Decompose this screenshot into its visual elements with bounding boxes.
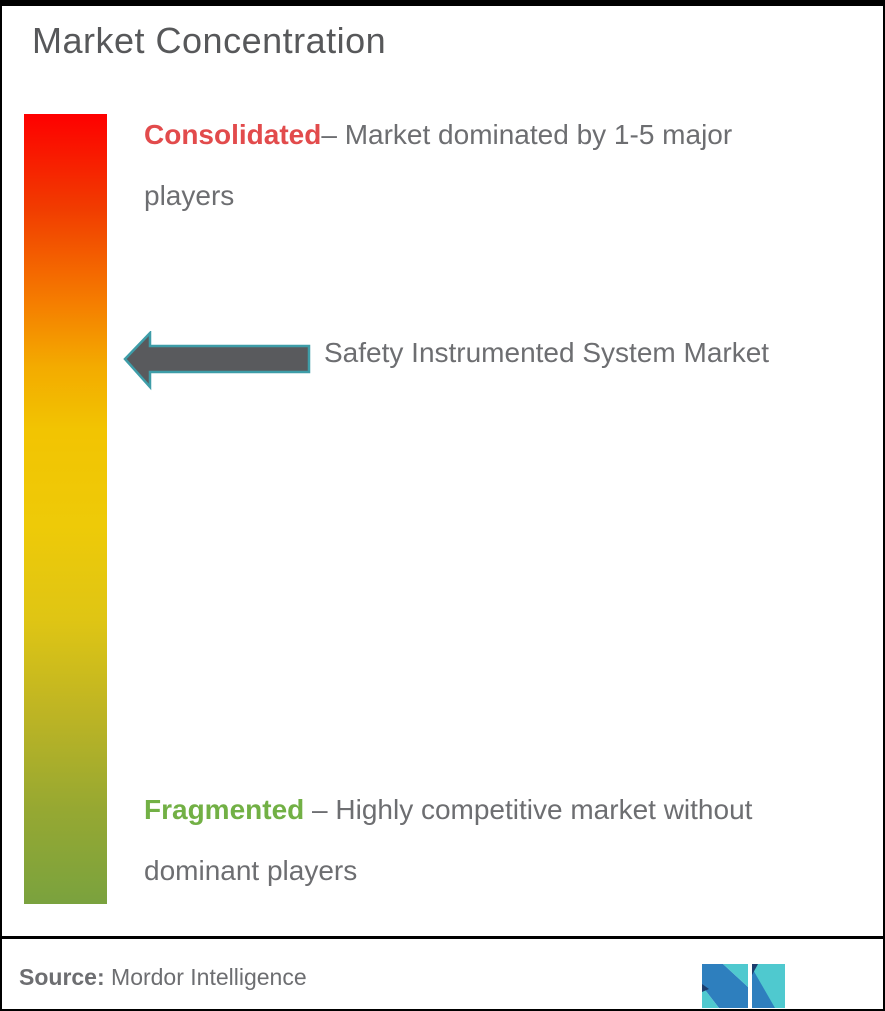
- consolidated-text: – Market dominated by 1-5 major players: [144, 119, 733, 211]
- consolidated-term: Consolidated: [144, 119, 322, 150]
- fragmented-term: Fragmented: [144, 794, 305, 825]
- consolidated-description: Consolidated– Market dominated by 1-5 ma…: [144, 104, 804, 226]
- fragmented-text: – Highly competitive market without domi…: [144, 794, 753, 886]
- footer-divider: [2, 936, 883, 939]
- page-title: Market Concentration: [32, 20, 387, 61]
- pointer-market-label: Safety Instrumented System Market: [324, 337, 770, 368]
- left-arrow-icon: [123, 331, 311, 391]
- fragmented-description: Fragmented – Highly competitive market w…: [144, 779, 834, 901]
- source-line: Source: Mordor Intelligence: [19, 964, 307, 991]
- mordor-intelligence-logo: [702, 964, 785, 1008]
- source-label: Source:: [19, 964, 105, 990]
- source-value: Mordor Intelligence: [104, 964, 307, 990]
- concentration-gradient-bar: [24, 114, 107, 904]
